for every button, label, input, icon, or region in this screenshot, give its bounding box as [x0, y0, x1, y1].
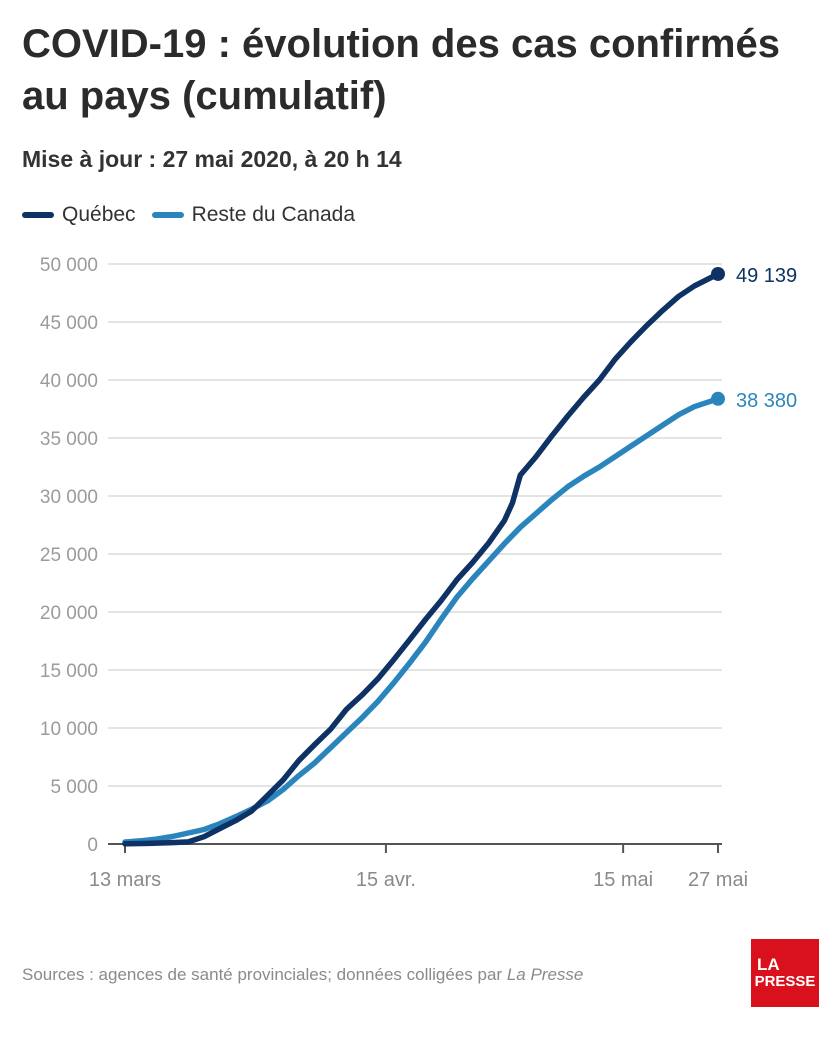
source-note: Sources : agences de santé provinciales;… [22, 965, 583, 985]
y-tick-label: 20 000 [40, 603, 98, 624]
source-publisher: La Presse [506, 965, 584, 984]
legend-swatch-quebec [22, 212, 54, 218]
y-tick-label: 45 000 [40, 313, 98, 334]
legend-swatch-rest [151, 212, 184, 218]
logo-line2: PRESSE [754, 972, 816, 990]
update-subtitle: Mise à jour : 27 mai 2020, à 20 h 14 [22, 146, 402, 172]
legend-item-rest: Reste du Canada [151, 203, 356, 227]
x-tick-label: 27 mai [688, 869, 748, 891]
y-tick-label: 40 000 [40, 371, 98, 392]
y-tick-label: 5 000 [50, 777, 98, 798]
x-tick-label: 13 mars [89, 869, 161, 891]
y-tick-label: 10 000 [40, 719, 98, 740]
logo-line1: LA [757, 954, 780, 974]
end-label-rest: 38 380 [736, 390, 797, 412]
end-label-quebec: 49 139 [736, 265, 797, 287]
series-line-quebec [122, 271, 721, 847]
line-chart: 0 5 000 10 000 15 000 20 000 25 000 30 000 35 0… [40, 255, 797, 891]
series-line-rest [122, 396, 721, 845]
y-tick-label: 50 000 [40, 255, 98, 276]
y-tick-label: 30 000 [40, 487, 98, 508]
y-tick-label: 15 000 [40, 661, 98, 682]
y-tick-label: 0 [87, 835, 98, 856]
la-presse-logo: LA PRESSE [751, 939, 819, 1007]
chart-title: COVID-19 : évolution des cas confirmés a… [22, 22, 780, 118]
y-tick-label: 25 000 [40, 545, 98, 566]
x-tick-label: 15 mai [593, 869, 653, 891]
source-text: Sources : agences de santé provinciales;… [22, 965, 507, 984]
legend-label-rest: Reste du Canada [191, 203, 356, 226]
x-tick-label: 15 avr. [356, 869, 416, 891]
legend-label-quebec: Québec [62, 203, 136, 226]
end-point-rest [711, 391, 725, 406]
y-tick-label: 35 000 [40, 429, 98, 450]
legend-item-quebec: Québec [22, 203, 136, 227]
legend: Québec Reste du Canada [22, 203, 371, 227]
end-point-quebec [711, 266, 725, 281]
